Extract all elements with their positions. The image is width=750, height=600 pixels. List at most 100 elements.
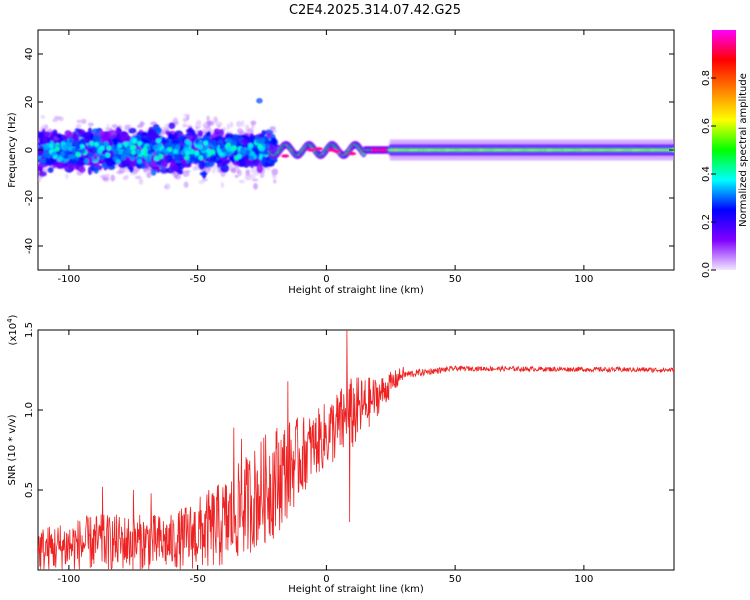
heatmap-cell [197,130,203,137]
heatmap-cell [371,148,380,152]
heatmap-cell [199,171,208,176]
heatmap-cell [158,153,164,159]
heatmap-cell [236,120,242,128]
x-tick-label: 0 [323,274,329,285]
heatmap-cell [120,155,126,161]
heatmap-cell [128,127,137,134]
heatmap-cell [225,133,234,141]
heatmap-cell [134,175,142,180]
heatmap-cell [146,171,152,179]
heatmap-cell [213,128,221,135]
heatmap-cell [220,163,230,173]
heatmap-cell [182,123,187,128]
heatmap-cell [45,157,50,166]
y-tick-label: 1.0 [24,402,35,418]
heatmap-cell [332,149,341,153]
heatmap-cell [42,136,48,144]
heatmap-cell [68,154,74,160]
heatmap-cell [113,137,118,147]
heatmap-cell [60,151,66,157]
x-tick-label: 50 [449,574,462,585]
heatmap-cell [47,167,54,173]
heatmap-cell [93,166,99,174]
heatmap-cell [150,132,160,141]
heatmap-cell [184,169,191,173]
heatmap-cell [43,152,49,158]
colorbar-tick-label: 0.6 [701,118,712,134]
colorbar: 0.0 0.2 0.4 0.6 0.8 Normalized spectral ampl… [701,30,749,278]
heatmap-cell [173,171,179,178]
heatmap-cell [52,129,58,137]
spectrogram-panel: -100 -50 0 50 100 -40 -20 0 20 40 Height of stra… [7,29,675,296]
heatmap-cell [169,133,175,141]
heatmap-cell [103,141,109,147]
heatmap-cell [203,140,209,146]
heatmap-cell [271,168,279,176]
heatmap-cell [348,152,357,156]
heatmap-cell [234,174,239,178]
heatmap-cell [248,143,254,149]
heatmap-cell [48,135,55,140]
x-tick-label: -50 [189,574,205,585]
heatmap-cell [240,138,248,144]
heatmap-cell [106,145,112,151]
heatmap-cell [71,148,77,154]
heatmap-cell [79,144,85,150]
snr-panel: -100 -50 0 50 100 0.5 1.0 1.5 Height of straig… [6,314,675,595]
heatmap-cell [239,147,245,153]
heatmap-cell [141,131,148,137]
heatmap-cell [272,138,277,146]
snr-x-label: Height of straight line (km) [288,584,424,595]
heatmap-cell [306,148,315,152]
heatmap-cell [205,131,211,137]
spectrogram-x-label: Height of straight line (km) [288,285,424,296]
heatmap-cell [245,169,251,176]
heatmap-cell [209,154,216,163]
heatmap-cell [238,179,245,184]
heatmap-cell [142,146,148,152]
heatmap-cell [116,170,123,175]
heatmap-cell [54,146,60,152]
heatmap-cell [220,181,224,188]
heatmap-cell [64,130,72,137]
x-tick-label: 100 [574,574,593,585]
heatmap-cell [177,170,184,175]
heatmap-cell [56,133,62,139]
heatmap-cell [88,152,94,158]
heatmap-cell [226,146,232,152]
heatmap-cell [157,142,163,148]
heatmap-cell [184,139,190,145]
colorbar-gradient [712,30,736,270]
heatmap-cell [221,147,227,153]
heatmap-cell [206,115,210,122]
snr-series-line [38,330,674,570]
heatmap-cell [130,149,136,155]
heatmap-cell [71,133,80,143]
heatmap-cell [155,150,161,156]
heatmap-cell [230,140,238,147]
heatmap-cell [107,129,118,139]
heatmap-cell [161,148,167,154]
heatmap-cell [105,152,111,158]
heatmap-cell [113,148,119,154]
heatmap-cell [251,178,259,182]
heatmap-cell [99,145,105,151]
heatmap-cell [152,144,158,150]
y-tick-label: 0 [24,147,35,153]
heatmap-cell [84,158,90,164]
heatmap-cell [186,132,192,138]
heatmap-cell [101,174,107,179]
heatmap-cell [83,132,91,137]
heatmap-cell [253,182,258,190]
heatmap-cell [217,139,223,146]
heatmap-cell [249,173,256,179]
x-tick-label: 50 [449,274,462,285]
heatmap-cell [202,178,208,182]
heatmap-cell [230,156,235,163]
heatmap-cell [215,121,223,127]
heatmap-cell [197,144,203,150]
heatmap-cell [249,135,256,144]
heatmap-cell [92,134,102,142]
heatmap-cell [211,140,217,146]
y-tick-label: 20 [24,96,35,109]
